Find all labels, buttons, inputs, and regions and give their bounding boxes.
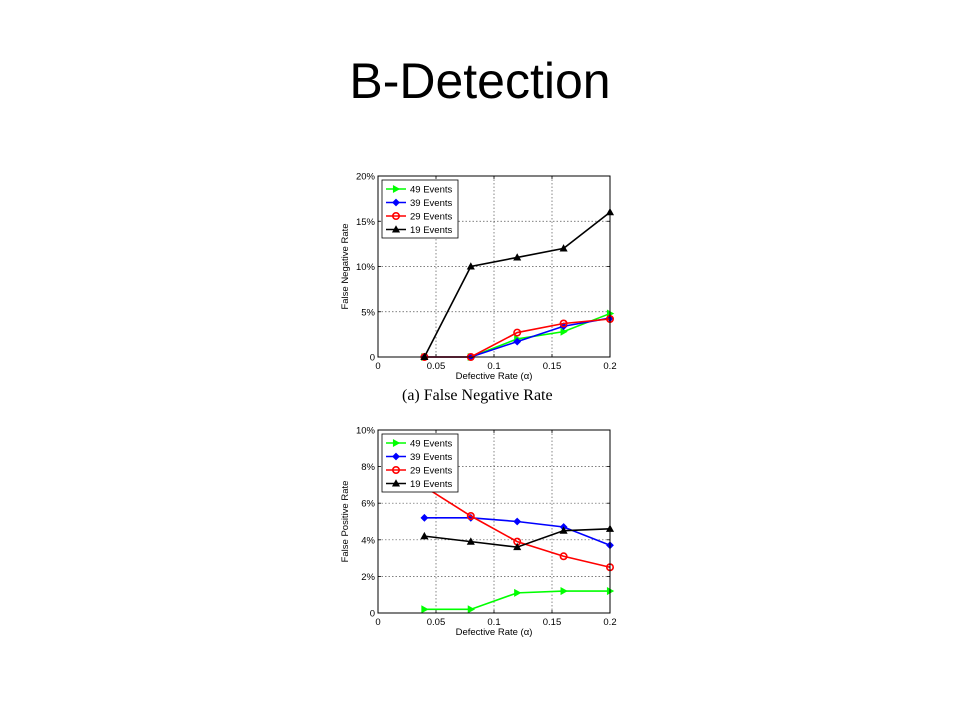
x-axis-label: Defective Rate (α) — [456, 371, 533, 382]
legend-entry: 29 Events — [386, 211, 452, 222]
slide-title: B-Detection — [349, 53, 611, 109]
data-point — [467, 605, 476, 614]
y-tick-label: 4% — [361, 535, 375, 546]
y-axis-label: False Negative Rate — [340, 223, 351, 309]
y-tick-label: 6% — [361, 499, 375, 510]
y-tick-label: 10% — [356, 262, 376, 273]
data-point — [560, 327, 568, 336]
series-19-events — [420, 524, 615, 551]
legend: 49 Events 39 Events 29 Events 19 Events — [381, 433, 459, 493]
data-point — [513, 337, 522, 346]
data-point — [559, 244, 568, 252]
legend-swatch-marker — [392, 184, 401, 194]
legend-entry: 29 Events — [386, 465, 452, 476]
legend-label: 29 Events — [410, 465, 452, 476]
legend: 49 Events 39 Events 29 Events 19 Events — [381, 179, 459, 239]
y-tick-label: 10% — [356, 426, 376, 437]
data-point — [513, 253, 522, 261]
x-tick-label: 0.2 — [603, 617, 616, 628]
data-point — [466, 262, 475, 270]
legend-label: 39 Events — [410, 452, 452, 463]
y-tick-label: 15% — [356, 217, 376, 228]
y-axis-label: False Positive Rate — [340, 481, 351, 563]
series-line — [423, 486, 611, 569]
legend-entry: 19 Events — [386, 225, 452, 236]
y-tick-label: 0 — [370, 353, 375, 364]
legend-label: 19 Events — [410, 479, 452, 490]
y-tick-label: 5% — [361, 307, 375, 318]
plot-frame — [377, 175, 611, 358]
data-point — [560, 586, 568, 596]
legend-swatch-marker — [392, 198, 400, 207]
legend-entry: 49 Events — [386, 184, 452, 195]
legend-swatch-marker — [392, 438, 401, 448]
data-point — [513, 542, 522, 551]
x-tick-label: 0.15 — [543, 361, 562, 372]
y-tick-label: 0 — [370, 609, 375, 620]
chart-false-negative-rate: 0 0.05 0.1 0.15 0.2 0 5% 10% 15% 20% Defective Rat… — [340, 172, 617, 383]
legend-swatch-marker — [391, 212, 400, 221]
legend-label: 29 Events — [410, 211, 452, 222]
y-tick-label: 8% — [361, 462, 375, 473]
data-point — [514, 588, 522, 597]
data-point — [420, 513, 429, 522]
legend-entry: 49 Events — [386, 438, 452, 449]
legend-label: 49 Events — [410, 438, 452, 449]
legend-label: 19 Events — [410, 225, 452, 236]
x-tick-label: 0.1 — [487, 617, 500, 628]
x-tick-label: 0.05 — [427, 617, 446, 628]
legend-entry: 19 Events — [386, 479, 452, 490]
legend-entry: 39 Events — [386, 198, 452, 209]
legend-entry: 39 Events — [386, 452, 452, 463]
x-tick-label: 0 — [375, 361, 380, 372]
legend-swatch-marker — [391, 465, 400, 474]
chart-caption-false-negative: (a) False Negative Rate — [402, 387, 553, 404]
data-point — [421, 605, 429, 614]
data-point — [466, 512, 475, 521]
y-tick-label: 2% — [361, 572, 375, 583]
x-tick-label: 0.2 — [603, 361, 616, 372]
legend-swatch-marker — [391, 225, 401, 233]
data-point — [513, 517, 522, 526]
chart-false-positive-rate: 0 0.05 0.1 0.15 0.2 0 2% 4% 6% 8% 10% Defective Rat… — [340, 426, 617, 639]
plot-frame — [377, 429, 611, 614]
data-point — [559, 552, 568, 561]
legend-swatch-marker — [391, 479, 401, 487]
data-point — [513, 328, 522, 337]
x-tick-label: 0.1 — [487, 361, 500, 372]
legend-label: 49 Events — [410, 184, 452, 195]
data-point — [466, 537, 475, 545]
x-axis-label: Defective Rate (α) — [456, 627, 533, 638]
series-39-events — [420, 513, 614, 550]
legend-label: 39 Events — [410, 198, 452, 209]
data-point — [559, 526, 568, 534]
legend-swatch-marker — [392, 452, 400, 461]
y-tick-label: 20% — [356, 172, 376, 183]
x-tick-label: 0.15 — [543, 617, 562, 628]
x-tick-label: 0 — [375, 617, 380, 628]
data-point — [559, 319, 568, 328]
data-point — [420, 531, 429, 540]
x-tick-label: 0.05 — [427, 361, 446, 372]
